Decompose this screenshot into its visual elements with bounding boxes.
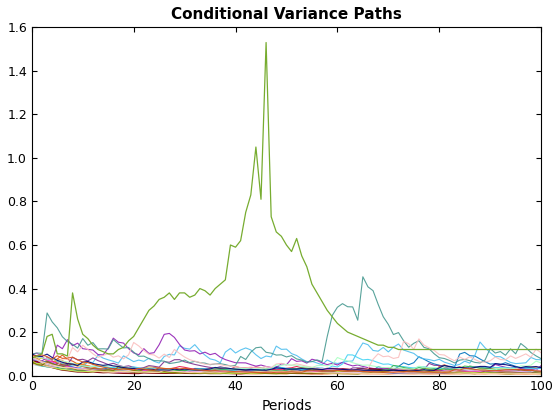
X-axis label: Periods: Periods	[261, 399, 312, 413]
Title: Conditional Variance Paths: Conditional Variance Paths	[171, 7, 402, 22]
